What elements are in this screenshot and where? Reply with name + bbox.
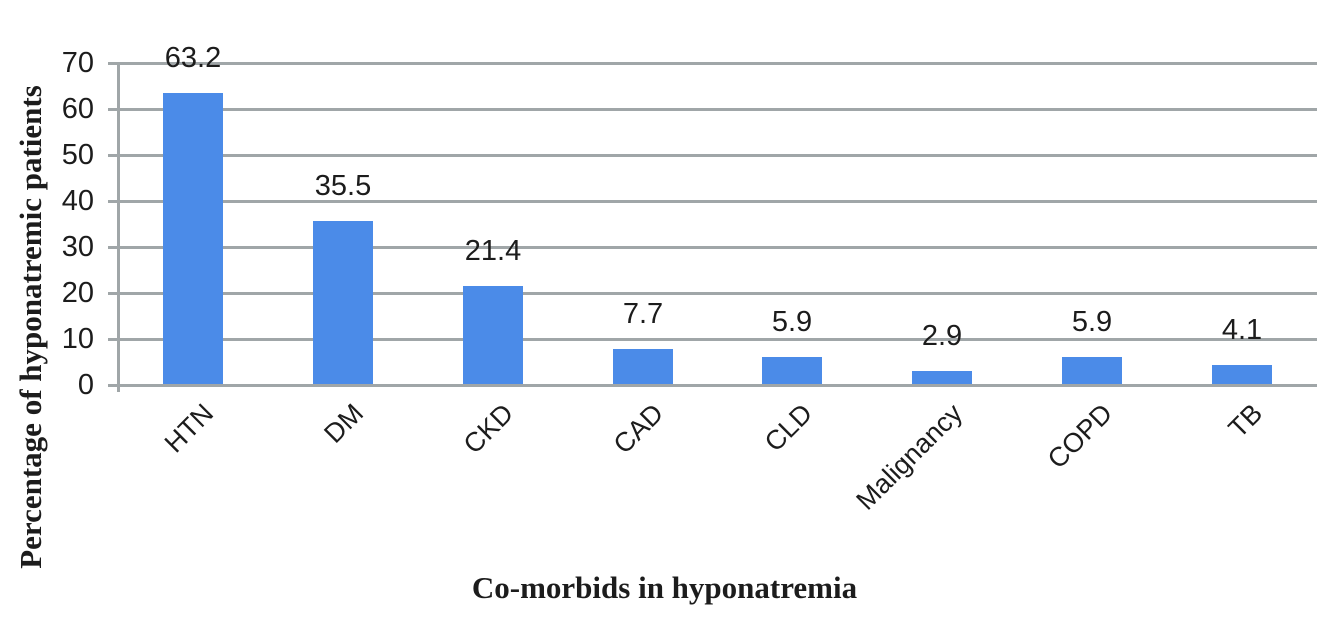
x-category-label: CKD <box>457 398 520 460</box>
gridline <box>108 292 1317 295</box>
bar-cad <box>613 349 673 384</box>
bar-copd <box>1062 357 1122 384</box>
y-tick-label: 30 <box>61 231 94 263</box>
x-category-label: CAD <box>607 398 670 460</box>
bar-malignancy <box>912 371 972 384</box>
y-tick-label: 70 <box>61 47 94 79</box>
gridline <box>108 200 1317 203</box>
plot-area: 63.2 35.5 21.4 7.7 5.9 2.9 5.9 4.1 <box>108 42 1317 392</box>
bar-value-label: 5.9 <box>771 306 813 338</box>
x-category-label: CLD <box>758 398 819 458</box>
bar-htn <box>163 93 223 384</box>
bar-dm <box>313 221 373 384</box>
x-axis-title: Co-morbids in hyponatremia <box>471 570 858 605</box>
bar-value-label: 21.4 <box>464 235 522 267</box>
y-axis-line <box>117 62 120 392</box>
gridline <box>108 338 1317 341</box>
bar-value-label: 2.9 <box>921 320 963 352</box>
gridline <box>108 62 1317 65</box>
y-tick-label: 40 <box>61 185 94 217</box>
bar-value-label: 35.5 <box>314 170 372 202</box>
bar-value-label: 63.2 <box>164 42 222 74</box>
x-category-label: HTN <box>158 398 220 459</box>
y-tick-label: 10 <box>61 323 94 355</box>
x-category-label: COPD <box>1041 398 1119 475</box>
bar-tb <box>1212 365 1272 384</box>
bar-value-label: 5.9 <box>1071 306 1113 338</box>
bar-value-label: 7.7 <box>622 298 664 330</box>
x-category-label: Malignancy <box>850 398 969 516</box>
bar-value-label: 4.1 <box>1221 314 1263 346</box>
y-tick-label: 50 <box>61 139 94 171</box>
y-tick-label: 0 <box>77 369 94 401</box>
gridline <box>108 384 1317 387</box>
y-tick-label: 20 <box>61 277 94 309</box>
x-category-label: DM <box>318 398 370 449</box>
gridline <box>108 246 1317 249</box>
gridline <box>108 154 1317 157</box>
gridline <box>108 108 1317 111</box>
bar-cld <box>762 357 822 384</box>
bar-ckd <box>463 286 523 384</box>
x-category-label: TB <box>1222 398 1269 444</box>
y-tick-label: 60 <box>61 93 94 125</box>
